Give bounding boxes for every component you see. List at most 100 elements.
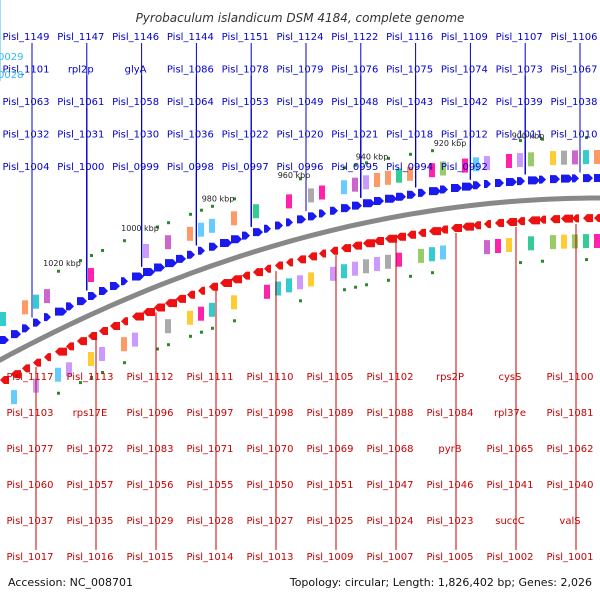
plus-strand-gene-arrow — [385, 194, 397, 203]
plus-strand-gene-arrow — [495, 178, 504, 187]
minus-strand-gene-arrow — [99, 326, 108, 335]
minus-strand-gene-arrow — [374, 236, 384, 245]
gene-label: Pisl_1081 — [546, 408, 593, 419]
tick-marker — [189, 334, 192, 338]
kbp-tick-label: 1020 kbp — [43, 259, 81, 268]
gene-label: Pisl_1083 — [126, 444, 173, 455]
tick-marker — [354, 285, 357, 289]
gene-label: Pisl_0028 — [0, 70, 24, 81]
tick-marker — [343, 166, 346, 170]
gene-label: Pisl_1012 — [441, 130, 488, 141]
minus-strand-gene-arrow — [561, 214, 573, 223]
gene-label: valS — [559, 516, 580, 527]
gene-label: Pisl_1109 — [441, 32, 488, 43]
gene-label: cysS — [499, 372, 522, 383]
minus-strand-gene-arrow — [418, 228, 426, 237]
plus-strand-gene-arrow — [66, 302, 74, 311]
minus-strand-gene-arrow — [264, 264, 271, 273]
gene-label: Pisl_1000 — [57, 162, 104, 173]
tick-marker — [167, 343, 170, 347]
minus-feature-box — [165, 319, 171, 334]
gene-label: Pisl_0995 — [331, 162, 378, 173]
plus-feature-box — [583, 150, 589, 165]
plus-strand-gene-arrow — [330, 206, 338, 215]
gene-label: Pisl_1048 — [331, 97, 378, 108]
backbone-arc — [0, 195, 600, 363]
tick-marker — [79, 381, 82, 385]
minus-strand-gene-arrow — [132, 312, 144, 321]
gene-label: Pisl_1079 — [276, 65, 323, 76]
minus-strand-gene-arrow — [451, 223, 462, 232]
minus-strand-gene-arrow — [539, 215, 546, 224]
plus-strand-gene-arrow — [231, 235, 242, 244]
minus-strand-gene-arrow — [110, 322, 120, 331]
tick-marker — [200, 208, 203, 212]
gene-label: Pisl_1144 — [167, 32, 214, 43]
gene-label: Pisl_1067 — [550, 65, 597, 76]
gene-label: Pisl_1007 — [366, 552, 413, 563]
minus-feature-box — [440, 245, 446, 260]
plus-strand-gene-arrow — [297, 215, 306, 224]
kbp-tick-label: 940 kbp — [356, 152, 389, 161]
minus-strand-gene-arrow — [220, 278, 232, 287]
gene-label: Pisl_1122 — [331, 32, 378, 43]
gene-label: Pisl_1061 — [57, 97, 104, 108]
gene-label: Pisl_1024 — [366, 516, 413, 527]
gene-label: Pisl_1063 — [2, 97, 49, 108]
plus-feature-box — [231, 211, 237, 226]
minus-strand-gene-arrow — [198, 286, 205, 295]
minus-strand-gene-arrow — [55, 347, 67, 356]
gene-label: Pisl_0999 — [112, 162, 159, 173]
gene-label: Pisl_1107 — [496, 32, 543, 43]
plus-strand-gene-arrow — [572, 174, 579, 183]
minus-feature-box — [297, 275, 303, 290]
plus-strand-gene-arrow — [220, 238, 232, 247]
minus-feature-box — [88, 352, 94, 366]
minus-feature-box — [385, 254, 391, 269]
tick-marker — [354, 163, 357, 167]
tick-marker — [211, 204, 214, 208]
plus-feature-box — [352, 177, 358, 192]
plus-feature-box — [517, 153, 523, 168]
gene-label: Pisl_1032 — [2, 130, 49, 141]
gene-label: Pisl_0994 — [386, 162, 433, 173]
minus-feature-box — [66, 362, 72, 377]
accession-text: Accession: NC_008701 — [8, 576, 133, 589]
minus-strand-gene-arrow — [572, 214, 579, 223]
minus-strand-gene-arrow — [275, 261, 283, 270]
minus-strand-gene-arrow — [363, 239, 375, 248]
gene-label: Pisl_1105 — [306, 372, 353, 383]
gene-label: Pisl_1035 — [66, 516, 113, 527]
gene-label: Pisl_1004 — [2, 162, 49, 173]
gene-label: Pisl_1036 — [167, 130, 214, 141]
plus-strand-gene-arrow — [583, 174, 593, 183]
gene-label: rpl37e — [494, 408, 526, 419]
gene-label: Pisl_1014 — [186, 552, 233, 563]
gene-label: Pisl_1077 — [6, 444, 53, 455]
gene-label: Pisl_1051 — [306, 480, 353, 491]
gene-label: Pisl_1037 — [6, 516, 53, 527]
minus-strand-gene-arrow — [352, 241, 362, 250]
plus-strand-gene-arrow — [33, 318, 41, 327]
plus-strand-gene-arrow — [539, 175, 546, 184]
gene-label: Pisl_0029 — [0, 52, 24, 63]
plus-feature-box — [396, 168, 402, 183]
tick-marker — [431, 149, 434, 153]
minus-strand-gene-arrow — [594, 214, 600, 223]
plus-feature-box — [143, 244, 149, 258]
minus-strand-gene-arrow — [154, 303, 165, 312]
minus-strand-gene-arrow — [242, 271, 250, 280]
plus-feature-box — [286, 194, 292, 209]
gene-label: Pisl_1068 — [366, 444, 413, 455]
minus-strand-gene-arrow — [550, 215, 560, 224]
tick-marker — [519, 261, 522, 265]
gene-label: Pisl_1047 — [366, 480, 413, 491]
gene-label: Pisl_0992 — [441, 162, 488, 173]
minus-strand-gene-arrow — [231, 275, 242, 284]
gene-label: Pisl_1046 — [426, 480, 473, 491]
tick-marker — [387, 156, 390, 160]
plus-feature-box — [22, 300, 28, 315]
minus-feature-box — [198, 306, 204, 321]
minus-strand-gene-arrow — [396, 232, 406, 241]
plus-feature-box — [440, 161, 446, 176]
